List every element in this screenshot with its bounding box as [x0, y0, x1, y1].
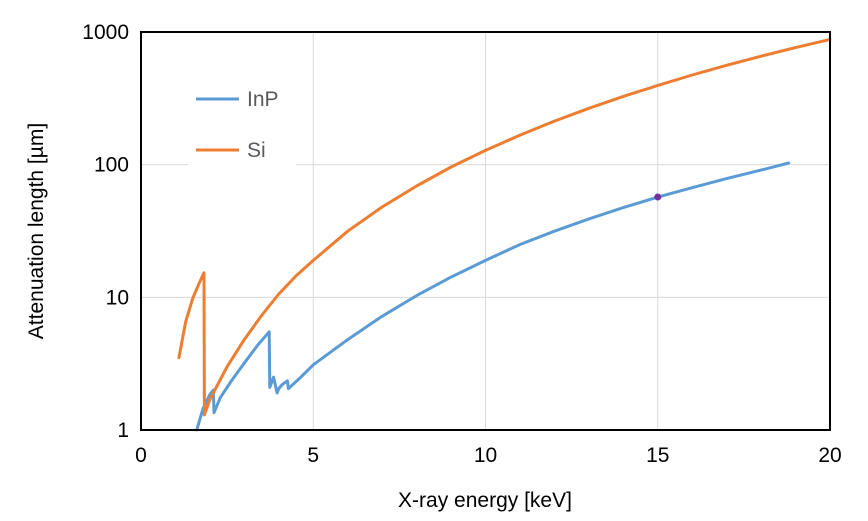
series-line-si — [177, 37, 832, 417]
highlight-point — [654, 193, 662, 201]
y-tick-label: 10 — [106, 286, 129, 309]
x-tick-label: 5 — [307, 444, 319, 467]
tick-labels: 0 5 10 15 20 1 10 100 1000 — [82, 21, 841, 467]
legend: InP Si — [188, 83, 296, 167]
x-tick-label: 15 — [646, 444, 669, 467]
x-axis-title: X-ray energy [keV] — [398, 489, 572, 512]
plot-area-border — [140, 31, 831, 431]
x-tick-label: 0 — [135, 444, 147, 467]
x-tick-label: 20 — [818, 444, 841, 467]
highlight-points — [654, 193, 662, 201]
series-lines — [177, 37, 832, 432]
series-line-inp — [195, 161, 791, 432]
y-tick-label: 100 — [94, 154, 129, 177]
y-axis-title: Attenuation length [µm] — [25, 123, 48, 339]
y-tick-label: 1 — [117, 419, 129, 442]
legend-label-inp: InP — [247, 88, 279, 111]
legend-background — [188, 83, 296, 167]
legend-label-si: Si — [247, 139, 266, 162]
x-tick-label: 10 — [474, 444, 497, 467]
y-tick-label: 1000 — [82, 21, 129, 44]
